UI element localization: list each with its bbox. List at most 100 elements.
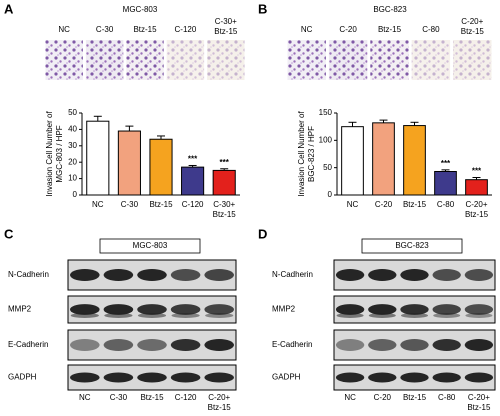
- bar: [372, 122, 395, 196]
- x-tick-label: Btz-15: [403, 200, 427, 209]
- blot-title-box: [99, 238, 201, 254]
- blot-band: [204, 339, 234, 351]
- panel-label: C: [4, 226, 14, 241]
- blot-band: [335, 339, 365, 351]
- protein-label: MMP2: [272, 305, 296, 314]
- blot-band: [368, 304, 397, 315]
- blot-title: BGC-823: [395, 241, 429, 250]
- protein-label: E-Cadherin: [8, 340, 48, 349]
- blot-band: [205, 313, 234, 318]
- blot-band: [137, 313, 167, 318]
- y-tick-label: 20: [68, 157, 77, 166]
- bar: [181, 166, 205, 196]
- lane-label: C-30: [110, 393, 128, 402]
- y-tick-label: 0: [328, 190, 333, 199]
- blot-band: [464, 269, 494, 281]
- blot-band: [400, 269, 429, 281]
- lane-label: Btz-15: [133, 25, 157, 34]
- blot-band: [368, 313, 396, 318]
- blot-band: [103, 339, 134, 351]
- lane-label: Btz-15: [378, 25, 402, 34]
- lane-label: C-20: [374, 393, 392, 402]
- y-tick-label: 10: [68, 174, 77, 183]
- y-tick-label: 50: [68, 108, 77, 117]
- micrograph: [126, 40, 164, 80]
- lane-label: C-20: [339, 25, 357, 34]
- blot-band: [137, 339, 167, 351]
- blot-band: [204, 304, 234, 315]
- y-tick-label: 150: [319, 108, 333, 117]
- micrograph: [328, 40, 368, 80]
- micrograph: [85, 40, 124, 80]
- micrograph: [287, 40, 326, 80]
- blot-band: [400, 304, 429, 315]
- blot-band: [400, 313, 429, 318]
- y-tick-label: 0: [73, 190, 78, 199]
- blot-band: [204, 269, 234, 281]
- significance: ***: [472, 167, 482, 176]
- blot-band: [368, 269, 397, 281]
- blot-band: [336, 313, 364, 318]
- blot-band: [137, 372, 167, 383]
- protein-label: N-Cadherin: [8, 270, 49, 279]
- protein-label: N-Cadherin: [272, 270, 313, 279]
- x-tick-label: C-120: [182, 200, 204, 209]
- lane-label: Btz-15: [140, 393, 164, 402]
- micrograph: [370, 40, 409, 80]
- blot-band: [400, 339, 429, 351]
- blot-band: [70, 269, 100, 281]
- blot-band: [335, 304, 365, 315]
- x-tick-label: C-20+ Btz-15: [465, 200, 489, 219]
- blot-band: [70, 372, 100, 383]
- blot-band: [335, 372, 365, 383]
- y-axis-label: Invasion Cell Number of: [297, 111, 306, 197]
- chart-title: BGC-823: [373, 5, 407, 14]
- bar: [341, 126, 364, 196]
- micrograph: [207, 40, 245, 80]
- lane-label: C-80: [438, 393, 456, 402]
- blot-band: [465, 313, 493, 318]
- lane-label: Btz-15: [403, 393, 427, 402]
- blot-band: [171, 313, 200, 318]
- bar: [212, 169, 236, 196]
- x-tick-label: C-20: [375, 200, 393, 209]
- x-tick-label: C-30: [121, 200, 139, 209]
- blot-band: [432, 372, 461, 383]
- blot-band: [103, 304, 134, 315]
- blot-band: [368, 339, 397, 351]
- blot-band: [204, 372, 234, 383]
- blot-band: [103, 269, 134, 281]
- blot-band: [464, 304, 494, 315]
- blot-band: [368, 372, 397, 383]
- blot-band: [335, 269, 365, 281]
- protein-label: E-Cadherin: [272, 340, 312, 349]
- bar: [465, 179, 488, 196]
- panel-label: A: [4, 1, 14, 16]
- lane-label: C-30: [96, 25, 114, 34]
- blot-band: [104, 313, 133, 318]
- blot-band: [464, 339, 494, 351]
- lane-label: NC: [58, 25, 70, 34]
- bar: [117, 130, 141, 196]
- blot-band: [70, 313, 99, 318]
- bar: [149, 138, 173, 196]
- x-tick-label: C-80: [437, 200, 455, 209]
- protein-label: MMP2: [8, 305, 32, 314]
- blot-band: [70, 339, 100, 351]
- blot-title-box: [361, 238, 463, 254]
- lane-label: NC: [344, 393, 356, 402]
- lane-label: C-120: [175, 25, 197, 34]
- blot-band: [70, 304, 100, 315]
- lane-label: C-120: [175, 393, 197, 402]
- bar: [403, 125, 426, 196]
- bar: [434, 170, 457, 196]
- blot-band: [170, 372, 201, 383]
- bar: [86, 120, 110, 196]
- y-tick-label: 30: [68, 141, 77, 150]
- blot-band: [464, 372, 494, 383]
- blot-band: [433, 313, 461, 318]
- x-tick-label: NC: [92, 200, 104, 209]
- protein-label: GADPH: [272, 373, 301, 382]
- lane-label: C-20+ Btz-15: [208, 393, 232, 412]
- chart-title: MGC-803: [123, 5, 158, 14]
